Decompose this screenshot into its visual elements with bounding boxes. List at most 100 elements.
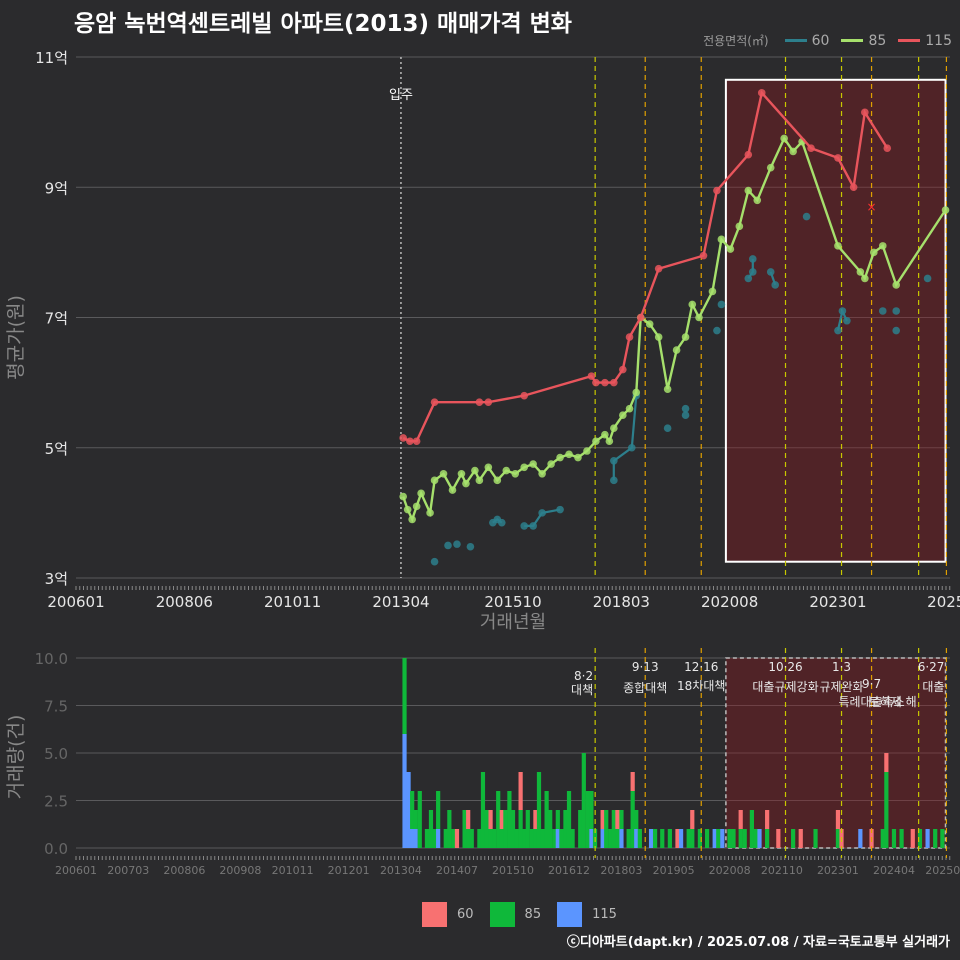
point-115 [744,150,753,159]
volume-bar-85 [424,829,430,848]
volume-bar-85 [544,791,549,848]
policy-name-label: 규제완화 [819,680,863,694]
volume-bar-115 [600,829,605,848]
point-60 [556,505,564,514]
volume-bar-85 [443,829,448,848]
point-60 [748,255,757,263]
move-in-label: 입주 [389,88,413,103]
point-60 [627,443,636,452]
point-115 [636,313,645,322]
volume-bar-85 [510,810,516,848]
volume-y-tick-label: 7.5 [44,698,68,716]
volume-bar-85 [731,829,736,848]
volume-bar-85 [749,810,754,848]
volume-bar-115 [619,829,624,848]
volume-bar-85 [667,829,672,848]
price-y-tick-label: 11억 [35,49,68,67]
point-115 [412,437,421,446]
point-115 [587,372,596,380]
point-85 [870,248,878,257]
volume-bar-85 [432,829,437,848]
price-x-tick-label: 201011 [264,593,321,611]
price-x-axis-title: 거래년월 [480,612,546,633]
point-115 [430,398,439,406]
volume-bar-85 [581,753,586,848]
point-60 [681,404,690,413]
volume-bar-115 [413,829,418,848]
policy-date-label: 9·7 [862,677,881,691]
volume-bar-85 [791,829,796,848]
volume-bar-60 [454,829,460,848]
volume-bar-85 [704,829,710,848]
volume-bar-85 [738,829,743,848]
point-85 [448,486,457,494]
volume-bar-85 [585,791,590,848]
point-85 [735,222,744,231]
point-115 [406,437,414,446]
point-85 [412,502,421,511]
volume-bar-85 [413,810,418,829]
point-85 [766,163,775,172]
price-y-tick-label: 5억 [45,440,68,458]
volume-bar-85 [884,772,889,848]
policy-date-label: 9·13 [632,660,659,674]
point-60 [892,307,901,315]
price-y-tick-label: 3억 [45,570,68,588]
point-115 [625,333,634,341]
volume-panel: 0.0 2.5 5.0 7.5 10.0 거래량(건) 200601 200703 200806… [5,648,960,877]
point-85 [605,437,614,446]
volume-bar-115 [858,829,863,848]
series-line-115 [402,90,889,443]
point-85 [484,463,493,472]
legend-line-115 [898,39,921,42]
volume-bar-85 [462,810,467,848]
point-85 [619,411,627,419]
volume-legend-item-85: 85 [489,902,541,927]
point-60 [529,522,537,530]
volume-bar-85 [477,829,482,848]
volume-bar-85 [566,791,572,848]
volume-y-tick-label: 10.0 [35,650,68,668]
point-85 [475,476,484,485]
volume-bar-115 [678,829,684,848]
area-legend: 전용면적(㎡) 60 85 115 [703,32,952,49]
point-85 [430,476,439,485]
point-85 [663,385,672,393]
point-60 [663,424,672,433]
point-60 [744,274,753,283]
volume-bar-60 [630,772,635,791]
point-85 [471,466,479,475]
point-60 [497,518,506,527]
point-60 [923,274,932,283]
volume-bar-85 [492,829,497,848]
volume-bar-60 [518,772,523,810]
legend-label-60: 60 [811,32,830,49]
volume-bar-85 [660,829,665,848]
volume-bar-85 [466,829,471,848]
volume-swatch-115 [557,902,583,927]
point-115 [601,378,609,387]
point-85 [511,470,520,478]
volume-x-tick-label: 201905 [653,864,695,877]
point-85 [520,463,529,472]
point-60 [878,307,887,315]
volume-bar-85 [690,829,695,848]
volume-x-tick-label: 202404 [873,864,915,877]
volume-bar-115 [925,829,930,848]
point-85 [708,287,717,296]
point-85 [654,333,663,341]
point-85 [856,268,865,276]
volume-bar-85 [410,791,415,829]
volume-bar-85 [536,772,542,848]
volume-legend: 60 85 115 [422,902,623,927]
volume-bar-85 [488,829,493,848]
point-85 [403,505,412,514]
point-115 [654,264,663,273]
volume-bar-85 [686,829,691,848]
volume-bar-85 [436,791,441,829]
point-85 [493,476,502,485]
volume-bar-115 [720,829,725,848]
volume-bar-60 [675,829,680,848]
point-115 [849,183,858,192]
